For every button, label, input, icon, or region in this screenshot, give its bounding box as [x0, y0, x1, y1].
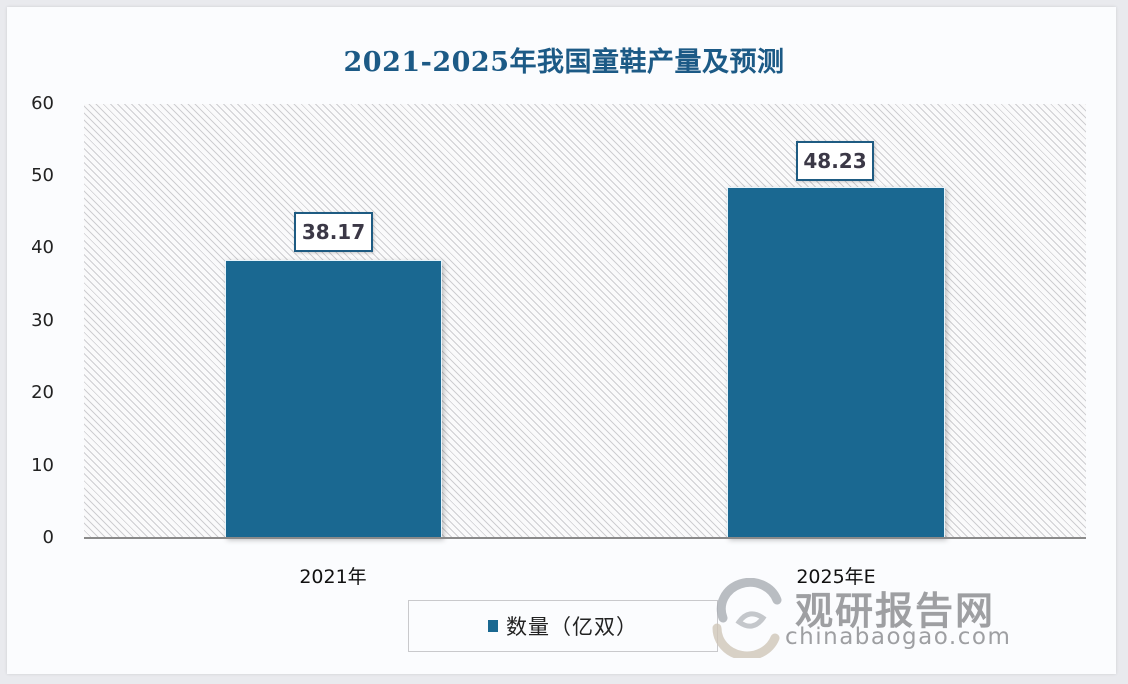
- chart-title: 2021-2025年我国童鞋产量及预测: [343, 47, 785, 78]
- y-tick-30: 30: [31, 310, 54, 331]
- y-tick-20: 20: [31, 382, 54, 403]
- y-tick-0: 0: [42, 527, 54, 548]
- y-tick-40: 40: [31, 237, 54, 258]
- bar-2021: [225, 260, 442, 538]
- x-label-2021: 2021年: [299, 566, 367, 588]
- x-axis-line: [84, 537, 1086, 539]
- y-tick-50: 50: [31, 165, 54, 186]
- legend: 数量（亿双）: [408, 600, 718, 652]
- legend-label: 数量（亿双）: [506, 615, 638, 639]
- y-tick-60: 60: [31, 93, 54, 114]
- legend-swatch: [488, 620, 498, 632]
- x-label-2025e: 2025年E: [796, 566, 876, 588]
- y-tick-10: 10: [31, 455, 54, 476]
- data-label-2021: 38.17: [294, 212, 373, 252]
- bar-2025e: [727, 187, 945, 538]
- data-label-2025e: 48.23: [796, 141, 874, 181]
